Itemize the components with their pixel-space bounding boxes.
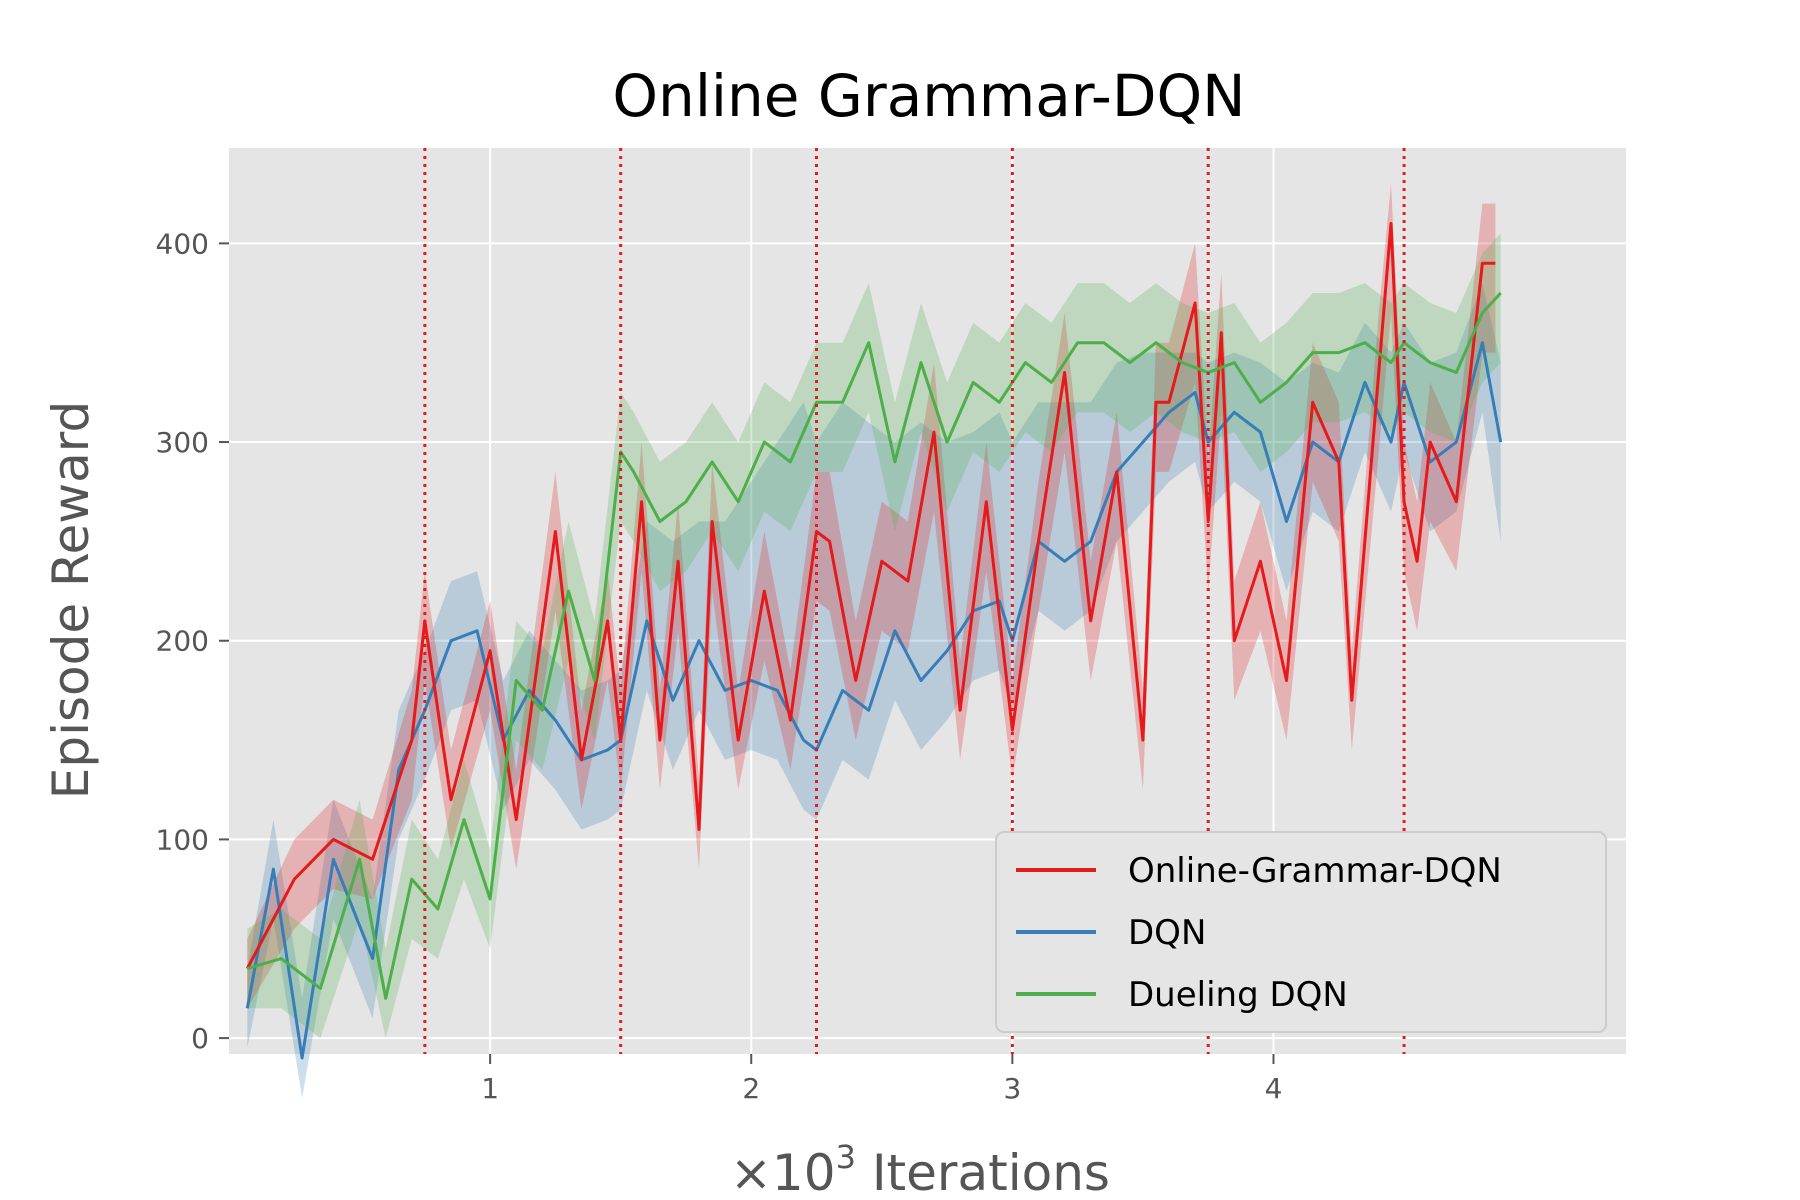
legend-label-online-grammar-dqn: Online-Grammar-DQN xyxy=(1128,851,1502,891)
legend: Online-Grammar-DQN DQN Dueling DQN xyxy=(995,831,1607,1033)
x-axis-label-exponent: 3 xyxy=(836,1138,856,1176)
y-axis-label: Episode Reward xyxy=(42,401,100,799)
x-axis-label-text: Iterations xyxy=(856,1144,1110,1200)
legend-label-dqn: DQN xyxy=(1128,913,1206,953)
x-tick-label: 3 xyxy=(1003,1072,1021,1105)
x-tick-label: 1 xyxy=(481,1072,499,1105)
x-tick-label: 4 xyxy=(1265,1072,1283,1105)
y-tick-label: 300 xyxy=(156,426,209,459)
legend-box xyxy=(995,831,1607,1033)
series-lines xyxy=(245,222,1503,1060)
y-tick-label: 200 xyxy=(156,625,209,658)
y-tick-label: 0 xyxy=(191,1022,209,1055)
y-tick-label: 400 xyxy=(156,227,209,260)
online-grammar-dqn-band xyxy=(247,183,1496,1009)
online-grammar-dqn-line xyxy=(245,222,1496,970)
x-axis-label: ×103 Iterations xyxy=(730,1138,1110,1200)
dueling-dqn-line xyxy=(246,291,1502,1000)
x-tick-label: 2 xyxy=(742,1072,760,1105)
y-tick-label: 100 xyxy=(156,823,209,856)
x-axis-label-prefix: ×10 xyxy=(730,1144,836,1200)
chart-title: Online Grammar-DQN xyxy=(612,62,1245,130)
legend-label-dueling-dqn: Dueling DQN xyxy=(1128,975,1348,1015)
axis-ticks: 1 2 3 4 0 100 200 300 400 xyxy=(156,227,1283,1105)
